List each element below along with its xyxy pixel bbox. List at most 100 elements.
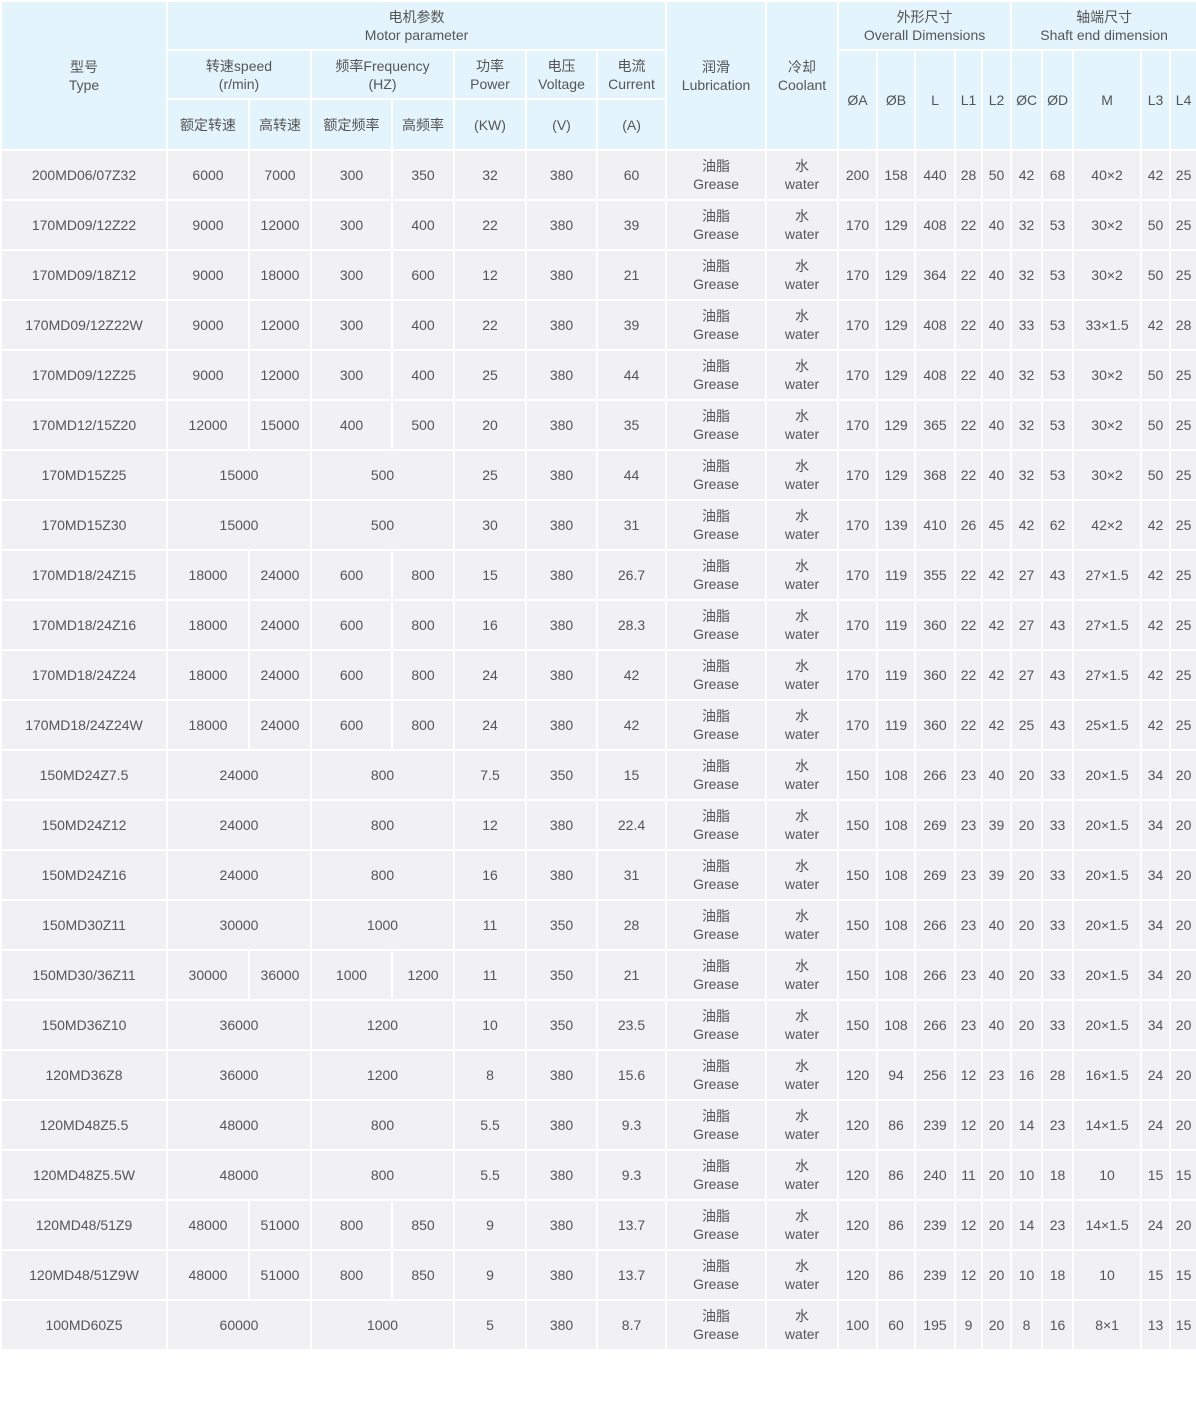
high-speed-cell: 12000 xyxy=(248,299,312,351)
header-shaft-dimension: 轴端尺寸 Shaft end dimension xyxy=(1010,0,1196,51)
current-cell: 13.7 xyxy=(595,1249,668,1301)
current-cell: 31 xyxy=(595,499,668,551)
speed-cell: 48000 xyxy=(166,1099,312,1151)
voltage-cell: 380 xyxy=(525,1299,598,1351)
lubrication-cell-line: Grease xyxy=(693,876,739,892)
lubrication-cell-line: 油脂 xyxy=(702,408,731,424)
current-cell: 23.5 xyxy=(595,999,668,1051)
coolant-cell-line: water xyxy=(784,176,820,192)
dim-cell-7: 20×1.5 xyxy=(1072,899,1143,951)
voltage-cell: 380 xyxy=(525,1199,598,1251)
dim-cell-2: 239 xyxy=(914,1099,957,1151)
high-frequency-cell: 1200 xyxy=(391,949,455,1001)
dim-cell-9: 25 xyxy=(1169,199,1196,251)
header-voltage-unit: (V) xyxy=(525,98,598,151)
lubrication-cell-line: Grease xyxy=(693,1326,739,1342)
coolant-cell-line: 水 xyxy=(795,508,810,524)
table-row: 150MD24Z16 24000 800 16 380 31 油脂 Grease 水 water 1… xyxy=(0,849,1196,901)
motor-spec-table: 型号 Type 电机参数 Motor parameter 润滑 Lubrication… xyxy=(0,0,1196,1351)
dim-cell-9: 25 xyxy=(1169,699,1196,751)
current-cell: 21 xyxy=(595,949,668,1001)
power-cell: 20 xyxy=(453,399,527,451)
lubrication-cell: 油脂 Grease xyxy=(665,399,768,451)
lubrication-cell-line: Grease xyxy=(693,976,739,992)
lubrication-cell: 油脂 Grease xyxy=(665,799,768,851)
type-cell: 170MD18/24Z15 xyxy=(0,549,168,601)
dim-cell-4: 20 xyxy=(981,1149,1013,1201)
dim-cell-8: 42 xyxy=(1140,699,1172,751)
dim-cell-4: 40 xyxy=(981,199,1013,251)
current-cell: 15 xyxy=(595,749,668,801)
dim-cell-0: 170 xyxy=(837,649,879,701)
high-speed-cell: 24000 xyxy=(248,599,312,651)
power-cell: 24 xyxy=(453,649,527,701)
dim-cell-1: 108 xyxy=(876,949,917,1001)
dim-cell-8: 34 xyxy=(1140,949,1172,1001)
header-overall-dimensions: 外形尺寸 Overall Dimensions xyxy=(837,0,1013,51)
dim-cell-9: 20 xyxy=(1169,1099,1196,1151)
lubrication-cell: 油脂 Grease xyxy=(665,199,768,251)
speed-cell: 24000 xyxy=(166,849,312,901)
dim-cell-3: 28 xyxy=(954,149,984,201)
rated-speed-cell: 30000 xyxy=(166,949,250,1001)
coolant-cell: 水 water xyxy=(765,449,840,501)
lubrication-cell-line: 油脂 xyxy=(702,458,731,474)
high-speed-cell: 51000 xyxy=(248,1249,312,1301)
speed-cell: 36000 xyxy=(166,1049,312,1101)
dim-cell-8: 15 xyxy=(1140,1249,1172,1301)
coolant-cell-line: water xyxy=(784,1326,820,1342)
lubrication-cell: 油脂 Grease xyxy=(665,1299,768,1351)
rated-frequency-cell: 300 xyxy=(310,249,393,301)
dim-cell-8: 42 xyxy=(1140,649,1172,701)
header-lubrication: 润滑 Lubrication xyxy=(665,0,768,151)
coolant-cell: 水 water xyxy=(765,1099,840,1151)
table-row: 120MD48/51Z9W 48000 51000 800 850 9 380 13.7 油脂 G… xyxy=(0,1249,1196,1301)
high-frequency-cell: 500 xyxy=(391,399,455,451)
lubrication-cell-line: Grease xyxy=(693,676,739,692)
type-cell: 170MD15Z30 xyxy=(0,499,168,551)
header-coolant-en: Coolant xyxy=(777,76,827,93)
type-cell: 150MD24Z12 xyxy=(0,799,168,851)
lubrication-cell-line: 油脂 xyxy=(702,1258,731,1274)
coolant-cell-line: water xyxy=(784,1176,820,1192)
coolant-cell-line: water xyxy=(784,676,820,692)
dim-cell-7: 16×1.5 xyxy=(1072,1049,1143,1101)
dim-cell-9: 25 xyxy=(1169,599,1196,651)
power-cell: 9 xyxy=(453,1249,527,1301)
lubrication-cell: 油脂 Grease xyxy=(665,899,768,951)
header-dim-6: ØD xyxy=(1041,49,1075,151)
dim-cell-6: 53 xyxy=(1041,299,1075,351)
lubrication-cell: 油脂 Grease xyxy=(665,299,768,351)
coolant-cell-line: water xyxy=(784,226,820,242)
voltage-cell: 350 xyxy=(525,899,598,951)
header-rated-speed: 额定转速 xyxy=(166,98,250,151)
lubrication-cell-line: 油脂 xyxy=(702,208,731,224)
voltage-cell: 380 xyxy=(525,1049,598,1101)
dim-cell-9: 25 xyxy=(1169,249,1196,301)
current-cell: 15.6 xyxy=(595,1049,668,1101)
header-power: 功率 Power xyxy=(453,49,527,100)
dim-cell-5: 16 xyxy=(1010,1049,1044,1101)
dim-cell-0: 120 xyxy=(837,1049,879,1101)
dim-cell-5: 20 xyxy=(1010,999,1044,1051)
table-row: 120MD36Z8 36000 1200 8 380 15.6 油脂 Grease 水 water… xyxy=(0,1049,1196,1101)
type-cell: 120MD48Z5.5W xyxy=(0,1149,168,1201)
coolant-cell: 水 water xyxy=(765,249,840,301)
high-frequency-cell: 800 xyxy=(391,599,455,651)
dim-cell-5: 27 xyxy=(1010,599,1044,651)
dim-cell-7: 14×1.5 xyxy=(1072,1099,1143,1151)
type-cell: 150MD36Z10 xyxy=(0,999,168,1051)
dim-cell-2: 239 xyxy=(914,1199,957,1251)
dim-cell-1: 119 xyxy=(876,599,917,651)
rated-frequency-cell: 800 xyxy=(310,1249,393,1301)
dim-cell-9: 25 xyxy=(1169,499,1196,551)
dim-cell-4: 42 xyxy=(981,599,1013,651)
dim-cell-5: 32 xyxy=(1010,199,1044,251)
power-cell: 15 xyxy=(453,549,527,601)
high-frequency-cell: 850 xyxy=(391,1249,455,1301)
dim-cell-3: 23 xyxy=(954,749,984,801)
dim-cell-8: 42 xyxy=(1140,299,1172,351)
current-cell: 28 xyxy=(595,899,668,951)
rated-speed-cell: 18000 xyxy=(166,649,250,701)
frequency-cell: 500 xyxy=(310,499,455,551)
